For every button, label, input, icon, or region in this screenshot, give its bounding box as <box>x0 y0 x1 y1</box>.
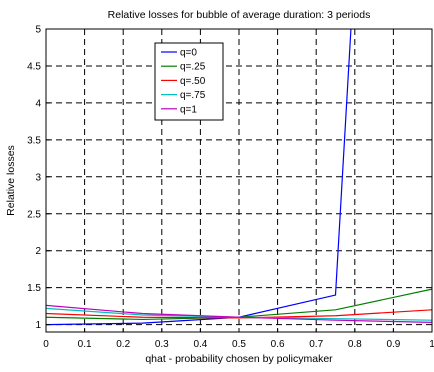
x-tick-label: 0.5 <box>232 339 246 350</box>
legend-label: q=.25 <box>180 62 206 73</box>
legend-label: q=.50 <box>180 76 206 87</box>
x-tick-label: 0.4 <box>193 339 207 350</box>
legend-label: q=.75 <box>180 90 206 101</box>
grid <box>46 29 432 332</box>
y-axis-title: Relative losses <box>5 145 17 216</box>
x-tick-label: 0 <box>43 339 49 350</box>
y-tick-label: 3 <box>35 172 41 183</box>
y-tick-label: 1.5 <box>27 283 41 294</box>
x-tick-label: 0.6 <box>271 339 285 350</box>
legend: q=0 q=.25 q=.50 q=.75 q=1 <box>154 42 224 121</box>
legend-label: q=0 <box>180 48 197 59</box>
x-tick-label: 0.1 <box>78 339 92 350</box>
series-line-q=1 <box>45 304 433 323</box>
y-tick-label: 4.5 <box>27 61 41 72</box>
legend-box <box>154 42 224 121</box>
series-line-q=.50 <box>45 309 433 319</box>
y-tick-label: 2.5 <box>27 209 41 220</box>
axis-ticks: 0 0.1 0.2 0.3 0.4 0.5 0.6 0.7 0.8 0.9 1 1 1.5 2 2.5 3 3.… <box>27 25 434 351</box>
legend-label: q=1 <box>180 104 197 115</box>
x-tick-label: 1 <box>429 339 434 350</box>
x-tick-label: 0.8 <box>348 339 362 350</box>
chart-title: Relative losses for bubble of average du… <box>108 9 371 21</box>
y-tick-label: 5 <box>35 25 41 36</box>
y-tick-label: 1 <box>35 320 41 331</box>
series-lines <box>45 28 433 326</box>
x-tick-label: 0.7 <box>309 339 323 350</box>
y-tick-label: 3.5 <box>27 135 41 146</box>
y-tick-label: 4 <box>35 98 41 109</box>
x-tick-label: 0.3 <box>155 339 169 350</box>
x-tick-label: 0.2 <box>116 339 130 350</box>
y-tick-label: 2 <box>35 246 41 257</box>
x-tick-label: 0.9 <box>386 339 400 350</box>
x-axis-title: qhat - probability chosen by policymaker <box>145 353 333 365</box>
